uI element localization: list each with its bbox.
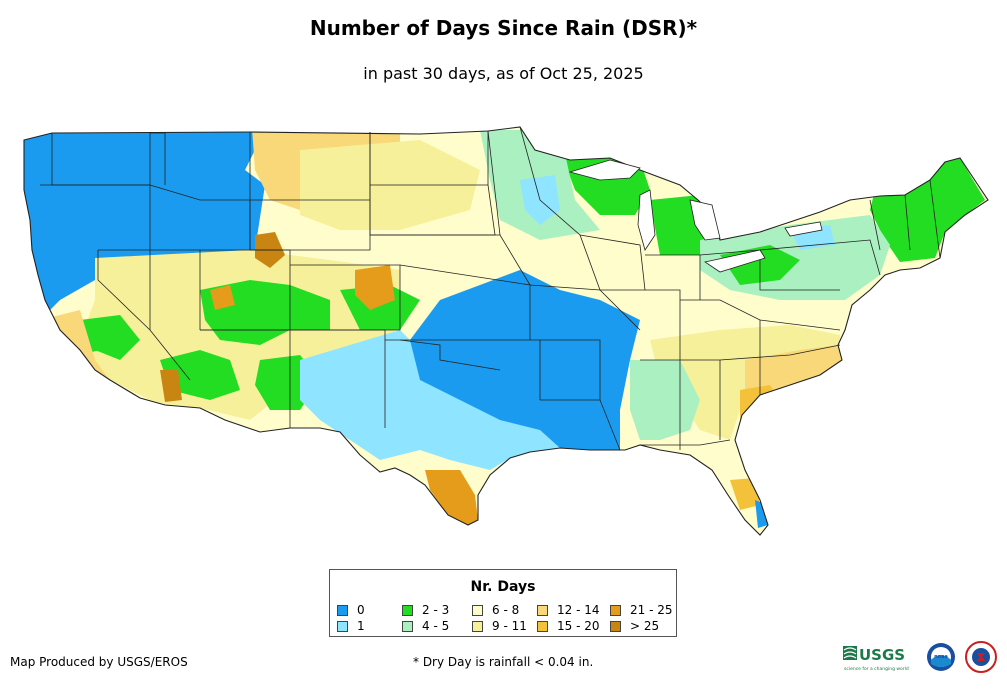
legend-item: > 25 [610,619,659,633]
legend-label: 1 [357,619,365,633]
legend-label: 21 - 25 [630,603,673,617]
map-title: Number of Days Since Rain (DSR)* [309,16,698,40]
legend-swatch [402,620,413,632]
legend-label: 4 - 5 [422,619,450,633]
legend-swatch [472,604,483,616]
legend-item: 1 [337,619,365,633]
legend-label: 6 - 8 [492,603,520,617]
legend-swatch [402,604,413,616]
legend-swatch [337,604,348,616]
legend-item: 4 - 5 [402,619,449,633]
legend-swatch [537,620,548,632]
usgs-tagline: science for a changing world [844,666,909,672]
legend-label: 15 - 20 [557,619,600,633]
dsr-color-regions [24,127,988,535]
state-boundaries [40,126,941,451]
legend-label: 0 [357,603,365,617]
noaa-logo-text: noaa [934,654,948,660]
legend-item: 2 - 3 [402,603,449,617]
legend-item: 0 [337,603,365,617]
legend-item: 21 - 25 [610,603,673,617]
usgs-logo-icon: USGS science for a changing world [843,646,909,672]
noaa-logo-icon: noaa [927,643,955,671]
footnote-text: * Dry Day is rainfall < 0.04 in. [413,655,594,669]
legend-item: 15 - 20 [537,619,600,633]
agency-logos: USGS science for a changing world noaa [843,641,997,673]
legend-item: 9 - 11 [472,619,527,633]
usgs-logo-text: USGS [859,646,905,664]
legend-item: 12 - 14 [537,603,600,617]
legend-label: 12 - 14 [557,603,600,617]
legend-label: 9 - 11 [492,619,527,633]
legend-item: 6 - 8 [472,603,519,617]
legend-swatch [472,620,483,632]
legend-swatch [337,620,348,632]
legend: Nr. Days 0 1 2 - 3 4 - 5 6 - 8 9 - 11 12 - 14 1… [329,569,677,637]
great-lakes [568,159,823,273]
legend-label: 2 - 3 [422,603,450,617]
legend-swatch [610,620,621,632]
credit-text: Map Produced by USGS/EROS [10,655,188,669]
legend-swatch [537,604,548,616]
legend-swatch [610,604,621,616]
map-subtitle: in past 30 days, as of Oct 25, 2025 [363,64,644,83]
legend-title: Nr. Days [470,579,536,595]
nws-seal-icon [965,641,997,673]
legend-label: > 25 [630,619,660,633]
